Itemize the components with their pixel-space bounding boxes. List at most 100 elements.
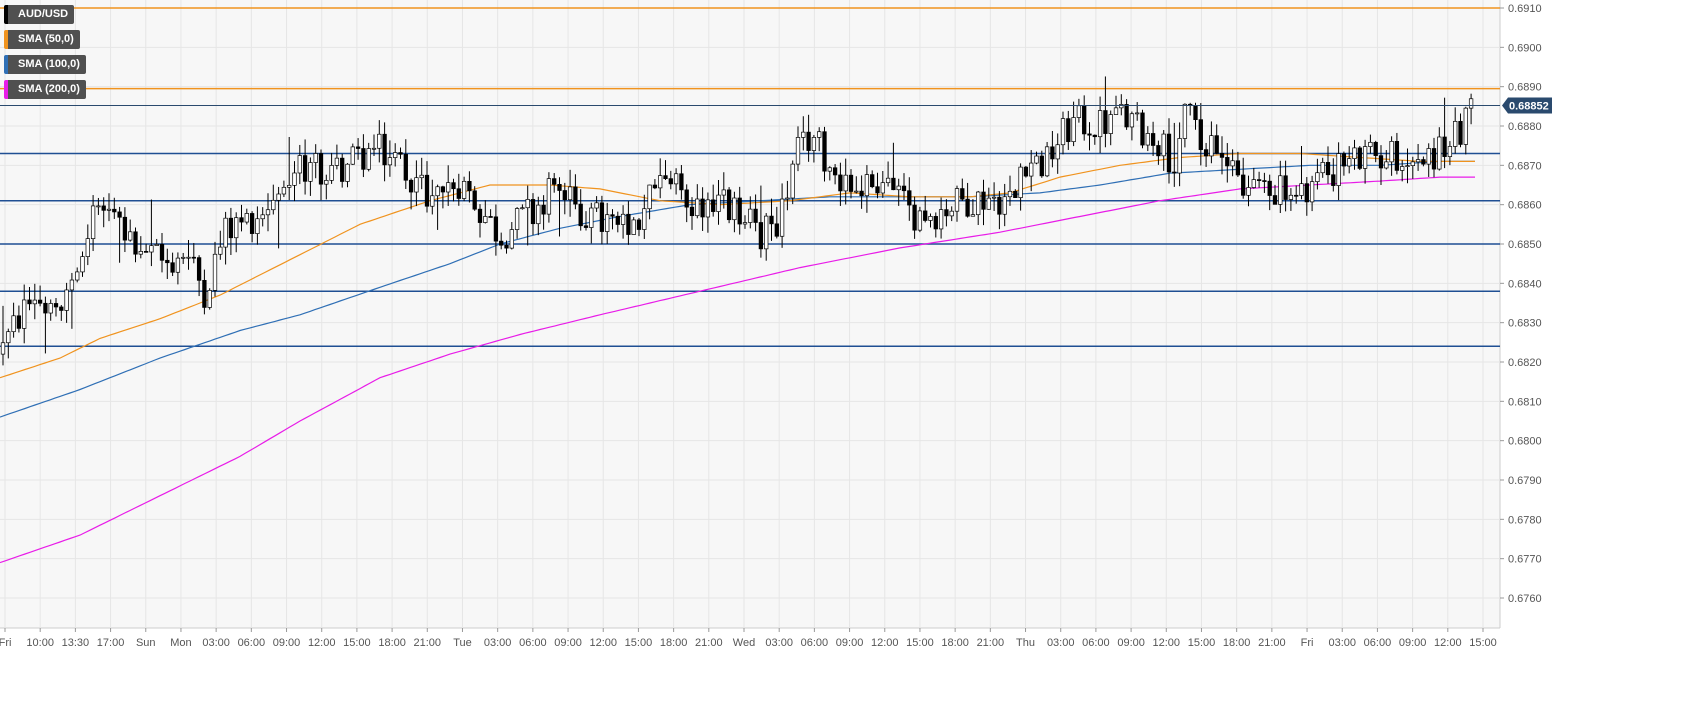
x-tick-label: 18:00 xyxy=(660,637,688,649)
candle-body xyxy=(785,197,790,200)
candle xyxy=(965,182,970,218)
candle xyxy=(880,171,885,198)
x-tick-label: 09:00 xyxy=(554,637,582,649)
candle-body xyxy=(1341,153,1347,167)
candle-body xyxy=(175,257,181,273)
legend-item-sma100[interactable]: SMA (100,0) xyxy=(4,55,86,74)
candle xyxy=(769,198,774,241)
candle-body xyxy=(1468,98,1474,109)
candle xyxy=(1415,143,1421,171)
candle-body xyxy=(424,174,430,207)
candle-body xyxy=(456,188,461,199)
candle xyxy=(159,232,165,273)
candle-body xyxy=(1278,175,1283,205)
candle-body xyxy=(954,188,960,212)
candle xyxy=(774,206,779,239)
candle xyxy=(1405,148,1410,184)
candle-body xyxy=(1082,105,1087,135)
candle-body xyxy=(578,203,583,227)
candle-body xyxy=(1097,110,1103,138)
candle-body xyxy=(923,210,928,221)
candle xyxy=(154,238,159,246)
candle-body xyxy=(1230,160,1235,167)
x-tick-label: Mon xyxy=(170,637,191,649)
candle xyxy=(377,120,382,163)
candle-body xyxy=(917,210,923,231)
x-tick-label: 06:00 xyxy=(519,637,547,649)
candle xyxy=(901,173,907,201)
candle xyxy=(37,285,43,307)
candle xyxy=(212,241,218,297)
candle-body xyxy=(880,182,885,194)
candle xyxy=(711,184,716,217)
candle xyxy=(419,157,424,190)
candle-body xyxy=(85,238,90,257)
candle-body xyxy=(711,199,716,212)
x-tick-label: 09:00 xyxy=(273,637,301,649)
candle-body xyxy=(811,137,817,151)
candle xyxy=(371,134,377,157)
candle xyxy=(928,213,933,228)
sma-200-line xyxy=(0,176,1475,564)
y-axis: 0.6910 0.6900 0.6890 0.6880 0.6870 0.6860 0.68… xyxy=(1500,3,1542,605)
candle xyxy=(1304,177,1309,216)
legend-item-sma50[interactable]: SMA (50,0) xyxy=(4,30,80,49)
candle xyxy=(705,192,711,233)
candle-body xyxy=(594,202,599,209)
candle xyxy=(949,206,954,222)
candle-body xyxy=(546,178,552,215)
candle-body xyxy=(1410,161,1415,167)
candle-body xyxy=(567,186,573,201)
candle-body xyxy=(451,182,456,190)
candle-body xyxy=(1368,141,1373,147)
candle-body xyxy=(1463,107,1468,145)
candle-body xyxy=(80,256,85,273)
y-tick-label: 0.6910 xyxy=(1508,3,1542,15)
legend-item-sma200[interactable]: SMA (200,0) xyxy=(4,80,86,99)
candle xyxy=(446,165,451,206)
candle xyxy=(255,206,260,245)
candle xyxy=(1378,145,1384,186)
legend-item-audusd[interactable]: AUD/USD xyxy=(4,5,75,24)
candle-body xyxy=(721,189,726,196)
candle-body xyxy=(896,185,901,191)
candle-body xyxy=(488,216,493,218)
candle xyxy=(562,182,567,215)
candle xyxy=(599,195,605,245)
x-tick-label: Fri xyxy=(1301,637,1314,649)
candle-body xyxy=(870,174,875,188)
candle-body xyxy=(753,208,758,223)
candle-body xyxy=(1426,148,1431,165)
candle-body xyxy=(716,194,721,212)
candle-body xyxy=(605,214,610,232)
candle xyxy=(567,169,573,217)
candle xyxy=(1129,111,1135,141)
candle xyxy=(663,160,668,180)
candle xyxy=(1368,134,1373,154)
candle xyxy=(408,178,414,210)
candle xyxy=(271,184,276,215)
y-tick-label: 0.6890 xyxy=(1508,82,1542,94)
candle-body xyxy=(1034,155,1039,164)
candle xyxy=(143,243,149,253)
candle-body xyxy=(1357,147,1362,169)
candle-body xyxy=(817,131,822,138)
candle xyxy=(1272,184,1278,205)
candle-body xyxy=(1060,118,1066,146)
candle-body xyxy=(1198,119,1203,150)
candle xyxy=(1262,172,1267,193)
candle-body xyxy=(191,256,196,259)
candle xyxy=(27,287,32,311)
candle-body xyxy=(949,210,954,217)
candle xyxy=(1410,156,1415,179)
candle-body xyxy=(663,175,668,179)
candle xyxy=(960,178,965,201)
candle xyxy=(885,161,891,187)
candle-body xyxy=(202,280,207,308)
candle-body xyxy=(1076,105,1082,118)
candle-body xyxy=(1182,103,1188,139)
candle-body xyxy=(138,251,143,255)
candle xyxy=(175,252,181,285)
candle xyxy=(891,142,896,191)
